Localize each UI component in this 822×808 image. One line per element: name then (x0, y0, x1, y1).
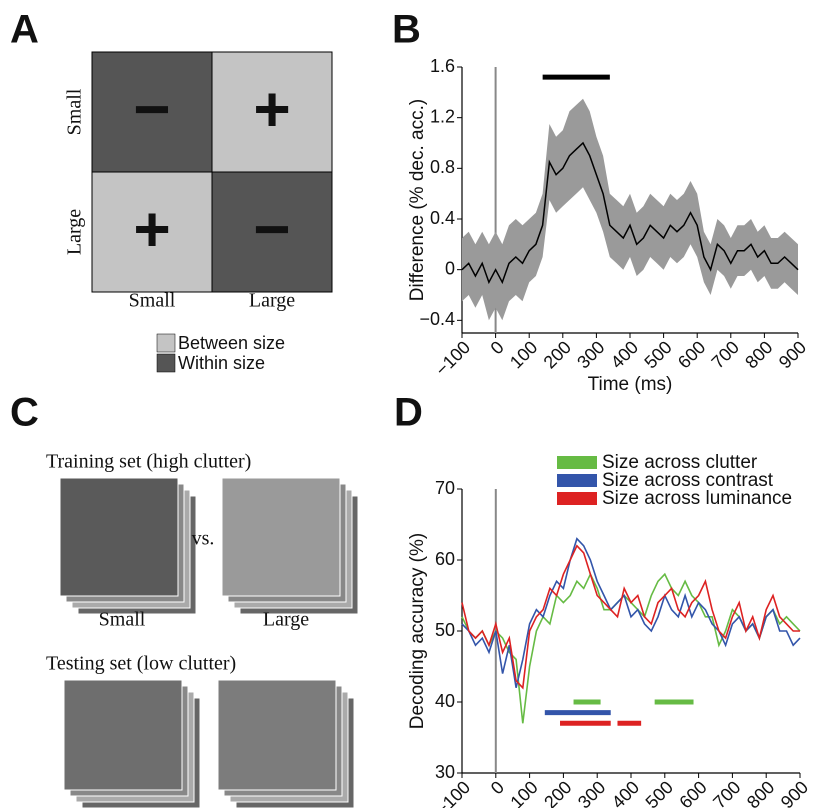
matrix-cell (91, 51, 213, 173)
y-tick-label: 70 (435, 478, 455, 498)
panel-letter: C (10, 391, 39, 435)
x-tick-label: 900 (775, 337, 810, 372)
x-tick-label: 500 (642, 777, 677, 808)
cell-sign: + (133, 193, 170, 265)
x-tick-label: 300 (574, 777, 609, 808)
x-tick-label: 600 (675, 777, 710, 808)
x-tick-label: −100 (431, 337, 474, 380)
image-stack (217, 679, 337, 791)
x-tick-label: 700 (709, 777, 744, 808)
x-tick-label: 700 (708, 337, 743, 372)
group-title: Training set (high clutter) (46, 451, 251, 473)
row-label: Small (64, 88, 86, 135)
column-label: Small (129, 290, 176, 312)
y-tick-label: −0.4 (419, 309, 455, 329)
y-tick-label: 60 (435, 549, 455, 569)
x-tick-label: 100 (506, 337, 541, 372)
cell-sign: − (253, 193, 290, 265)
x-tick-label: 100 (506, 777, 541, 808)
legend-swatch (156, 333, 176, 353)
x-tick-label: 800 (743, 777, 778, 808)
legend-swatch (557, 492, 597, 505)
cell-sign: + (253, 73, 290, 145)
x-tick-label: 0 (487, 337, 508, 358)
legend-label: Within size (178, 353, 265, 373)
row-label: Large (64, 209, 86, 255)
matrix-cell (91, 171, 213, 293)
y-tick-label: 50 (435, 620, 455, 640)
x-tick-label: 300 (573, 337, 608, 372)
legend-swatch (156, 353, 176, 373)
legend-label: Size across luminance (602, 488, 792, 509)
series-line (461, 537, 801, 688)
matrix-cell (211, 171, 333, 293)
x-tick-label: 400 (608, 777, 643, 808)
image-caption: Small (99, 609, 146, 631)
cell-sign: − (133, 73, 170, 145)
confidence-band (462, 98, 798, 321)
y-tick-label: 1.6 (430, 56, 455, 76)
y-axis-label: Difference (% dec. acc.) (407, 99, 428, 301)
y-tick-label: 0.8 (430, 157, 455, 177)
y-tick-label: 1.2 (430, 106, 455, 126)
y-tick-label: 0.4 (430, 208, 455, 228)
legend-label: Size across contrast (602, 470, 774, 491)
legend-label: Size across clutter (602, 452, 758, 473)
y-tick-label: 40 (435, 691, 455, 711)
group-title: Testing set (low clutter) (46, 653, 236, 675)
x-axis-label: Time (ms) (588, 374, 673, 395)
x-tick-label: 200 (540, 337, 575, 372)
x-tick-label: 500 (640, 337, 675, 372)
x-tick-label: 600 (674, 337, 709, 372)
x-tick-label: 900 (777, 777, 812, 808)
image-caption: Large (263, 609, 309, 631)
matrix-cell (211, 51, 333, 173)
image-stack (59, 477, 179, 597)
image-stack (221, 477, 341, 597)
legend-swatch (557, 456, 597, 469)
y-tick-label: 0 (445, 258, 455, 278)
mean-line (461, 141, 799, 285)
x-tick-label: 0 (487, 777, 508, 798)
separator: vs. (192, 528, 215, 550)
panel-letter: A (10, 8, 39, 52)
legend-label: Between size (178, 333, 285, 353)
panel-letter: D (394, 391, 423, 435)
series-line (461, 572, 801, 724)
series-line (461, 544, 800, 690)
x-tick-label: 800 (741, 337, 776, 372)
x-tick-label: 200 (540, 777, 575, 808)
image-stack (63, 679, 183, 791)
column-label: Large (249, 290, 295, 312)
y-axis-label: Decoding accuracy (%) (407, 533, 428, 729)
panel-letter: B (392, 8, 421, 52)
legend-swatch (557, 474, 597, 487)
x-tick-label: 400 (607, 337, 642, 372)
y-tick-label: 30 (435, 762, 455, 782)
